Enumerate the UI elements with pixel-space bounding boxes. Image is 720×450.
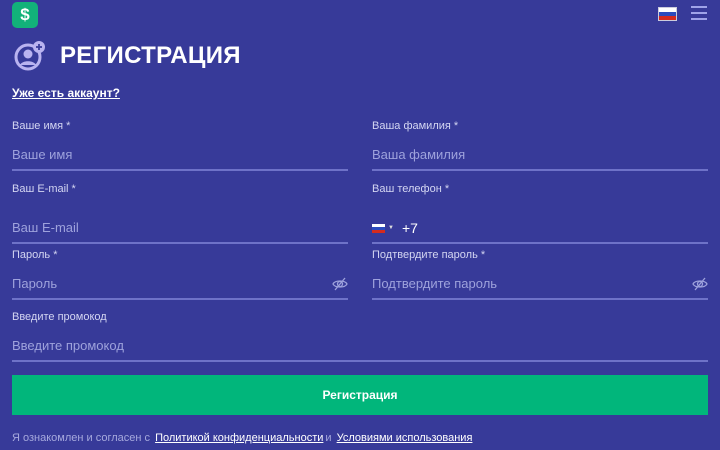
last-name-input[interactable]: Ваша фамилия xyxy=(372,143,708,171)
promo-input[interactable]: Введите промокод xyxy=(12,334,708,362)
password-placeholder: Пароль xyxy=(12,276,58,291)
terms-of-use-link[interactable]: Условиями использования xyxy=(336,432,473,444)
email-field[interactable]: Ваш E-mail * Ваш E-mail xyxy=(12,183,348,244)
promo-label: Введите промокод xyxy=(12,311,107,323)
email-input[interactable]: Ваш E-mail xyxy=(12,206,348,244)
confirm-password-field[interactable]: Подтвердите пароль * Подтвердите пароль xyxy=(372,249,708,300)
hamburger-menu-icon[interactable] xyxy=(691,6,707,22)
privacy-policy-link[interactable]: Политикой конфиденциальности xyxy=(155,432,324,444)
logo-icon: $ xyxy=(20,5,30,24)
register-button[interactable]: Регистрация xyxy=(12,375,708,415)
email-label: Ваш E-mail * xyxy=(12,183,76,195)
last-name-placeholder: Ваша фамилия xyxy=(372,147,466,162)
password-label: Пароль * xyxy=(12,249,58,261)
confirm-password-input[interactable]: Подтвердите пароль xyxy=(372,272,708,300)
first-name-label: Ваше имя * xyxy=(12,120,71,132)
chevron-down-icon[interactable]: ▼ xyxy=(388,225,394,231)
email-placeholder: Ваш E-mail xyxy=(12,220,79,235)
terms-and: и xyxy=(325,432,332,444)
terms-text: Я ознакомлен и согласен с Политикой конф… xyxy=(12,432,474,444)
confirm-password-placeholder: Подтвердите пароль xyxy=(372,276,498,291)
logo[interactable]: $ xyxy=(12,2,38,28)
password-input[interactable]: Пароль xyxy=(12,272,348,300)
password-field[interactable]: Пароль * Пароль xyxy=(12,249,348,300)
eye-off-icon[interactable] xyxy=(332,276,348,292)
user-add-icon xyxy=(14,41,45,71)
first-name-field[interactable]: Ваше имя * Ваше имя xyxy=(12,120,348,171)
last-name-label: Ваша фамилия * xyxy=(372,120,459,132)
phone-label: Ваш телефон * xyxy=(372,183,450,195)
first-name-placeholder: Ваше имя xyxy=(12,147,73,162)
last-name-field[interactable]: Ваша фамилия * Ваша фамилия xyxy=(372,120,708,171)
promo-field[interactable]: Введите промокод Введите промокод xyxy=(12,311,708,362)
phone-input[interactable]: ▼ +7 xyxy=(372,206,708,244)
country-flag-russia-icon[interactable] xyxy=(372,223,385,233)
eye-off-icon[interactable] xyxy=(692,276,708,292)
language-flag-russia-icon[interactable] xyxy=(658,7,677,21)
page-title: РЕГИСТРАЦИЯ xyxy=(60,42,241,69)
login-link[interactable]: Уже есть аккаунт? xyxy=(12,86,120,100)
terms-prefix: Я ознакомлен и согласен с xyxy=(12,432,151,444)
phone-value: +7 xyxy=(401,220,418,236)
promo-placeholder: Введите промокод xyxy=(12,338,124,353)
phone-field[interactable]: Ваш телефон * ▼ +7 xyxy=(372,183,708,244)
confirm-password-label: Подтвердите пароль * xyxy=(372,249,486,261)
first-name-input[interactable]: Ваше имя xyxy=(12,143,348,171)
